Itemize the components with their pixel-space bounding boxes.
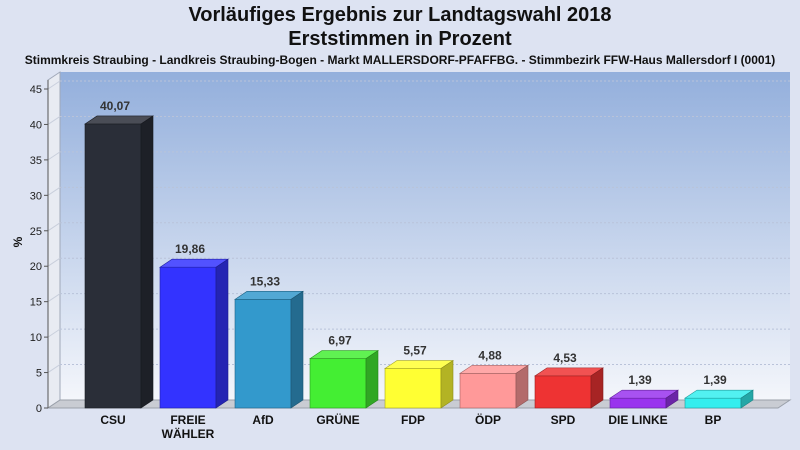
gridline-side xyxy=(47,364,61,373)
y-tick-label: 0 xyxy=(36,403,42,415)
bar-group: 6,97 GRÜNE xyxy=(309,334,379,427)
bar-value-label: 4,88 xyxy=(478,348,502,362)
bar xyxy=(534,375,592,409)
y-tick-label: 20 xyxy=(30,261,42,273)
bar-group: 4,53 SPD xyxy=(534,351,604,427)
chart-title: Vorläufiges Ergebnis zur Landtagswahl 20… xyxy=(188,4,612,26)
bar-value-label: 6,97 xyxy=(328,334,352,348)
y-tick-label: 10 xyxy=(30,332,42,344)
bar xyxy=(459,373,517,409)
bar-value-label: 4,53 xyxy=(553,351,577,365)
bar-side xyxy=(290,290,304,409)
gridline-side xyxy=(47,328,61,338)
district-label: Stimmkreis Straubing - Landkreis Straubi… xyxy=(24,53,776,67)
bar-group: 5,57 FDP xyxy=(384,344,454,427)
bar xyxy=(609,397,667,409)
y-tick-label: 45 xyxy=(30,84,42,96)
x-tick-label: FDP xyxy=(401,413,425,427)
gridline-side xyxy=(47,116,61,125)
y-tick-label: 40 xyxy=(30,119,42,131)
bar-side xyxy=(590,367,604,409)
bar-value-label: 1,39 xyxy=(628,373,652,387)
bar-group: 1,39 BP xyxy=(684,373,754,427)
x-tick-label: GRÜNE xyxy=(316,412,359,427)
y-tick-label: 25 xyxy=(30,226,42,238)
bar xyxy=(84,123,142,409)
x-tick-label: DIE LINKE xyxy=(608,413,667,427)
bar xyxy=(234,299,292,409)
bar xyxy=(159,266,217,409)
gridline-side xyxy=(47,222,61,232)
gridline-side xyxy=(47,257,61,267)
y-tick-label: 15 xyxy=(30,297,42,309)
x-tick-label: AfD xyxy=(252,413,274,427)
x-tick-label: BP xyxy=(705,413,722,427)
gridline-side xyxy=(47,186,61,196)
y-tick-label: 5 xyxy=(36,368,42,380)
bar-group: 15,33 AfD xyxy=(234,274,304,427)
bar xyxy=(384,368,442,409)
bar-value-label: 5,57 xyxy=(403,344,427,358)
bar-value-label: 1,39 xyxy=(703,373,727,387)
bar-side xyxy=(665,389,679,409)
bar-side xyxy=(140,115,154,409)
bar xyxy=(684,397,742,409)
bar-value-label: 19,86 xyxy=(175,242,205,256)
gridline-side xyxy=(47,80,61,90)
bar-group: 4,88 ÖDP xyxy=(459,348,529,427)
gridline-side xyxy=(47,151,61,161)
bar-side xyxy=(215,258,229,409)
y-tick-label: 30 xyxy=(30,190,42,202)
bar-side xyxy=(740,389,754,409)
x-tick-label: ÖDP xyxy=(475,412,501,427)
plot-side-wall xyxy=(47,71,61,409)
gridline-side xyxy=(47,293,61,303)
x-tick-label: SPD xyxy=(551,413,576,427)
bar-group: 19,86 FREIE WÄHLER xyxy=(159,242,229,441)
bar-group: 1,39 DIE LINKE xyxy=(608,373,679,427)
y-tick-label: 35 xyxy=(30,155,42,167)
x-tick-label: FREIE WÄHLER xyxy=(162,413,215,441)
bar-value-label: 15,33 xyxy=(250,274,280,288)
x-tick-label: CSU xyxy=(100,413,125,427)
y-axis-label: % xyxy=(11,236,25,247)
bar xyxy=(309,358,367,409)
bar-value-label: 40,07 xyxy=(100,99,130,113)
bar-side xyxy=(365,350,379,409)
bar-side xyxy=(440,359,454,409)
chart-subtitle: Erststimmen in Prozent xyxy=(288,28,512,50)
bar-side xyxy=(515,364,529,409)
bar-group: 40,07 CSU xyxy=(84,99,154,427)
